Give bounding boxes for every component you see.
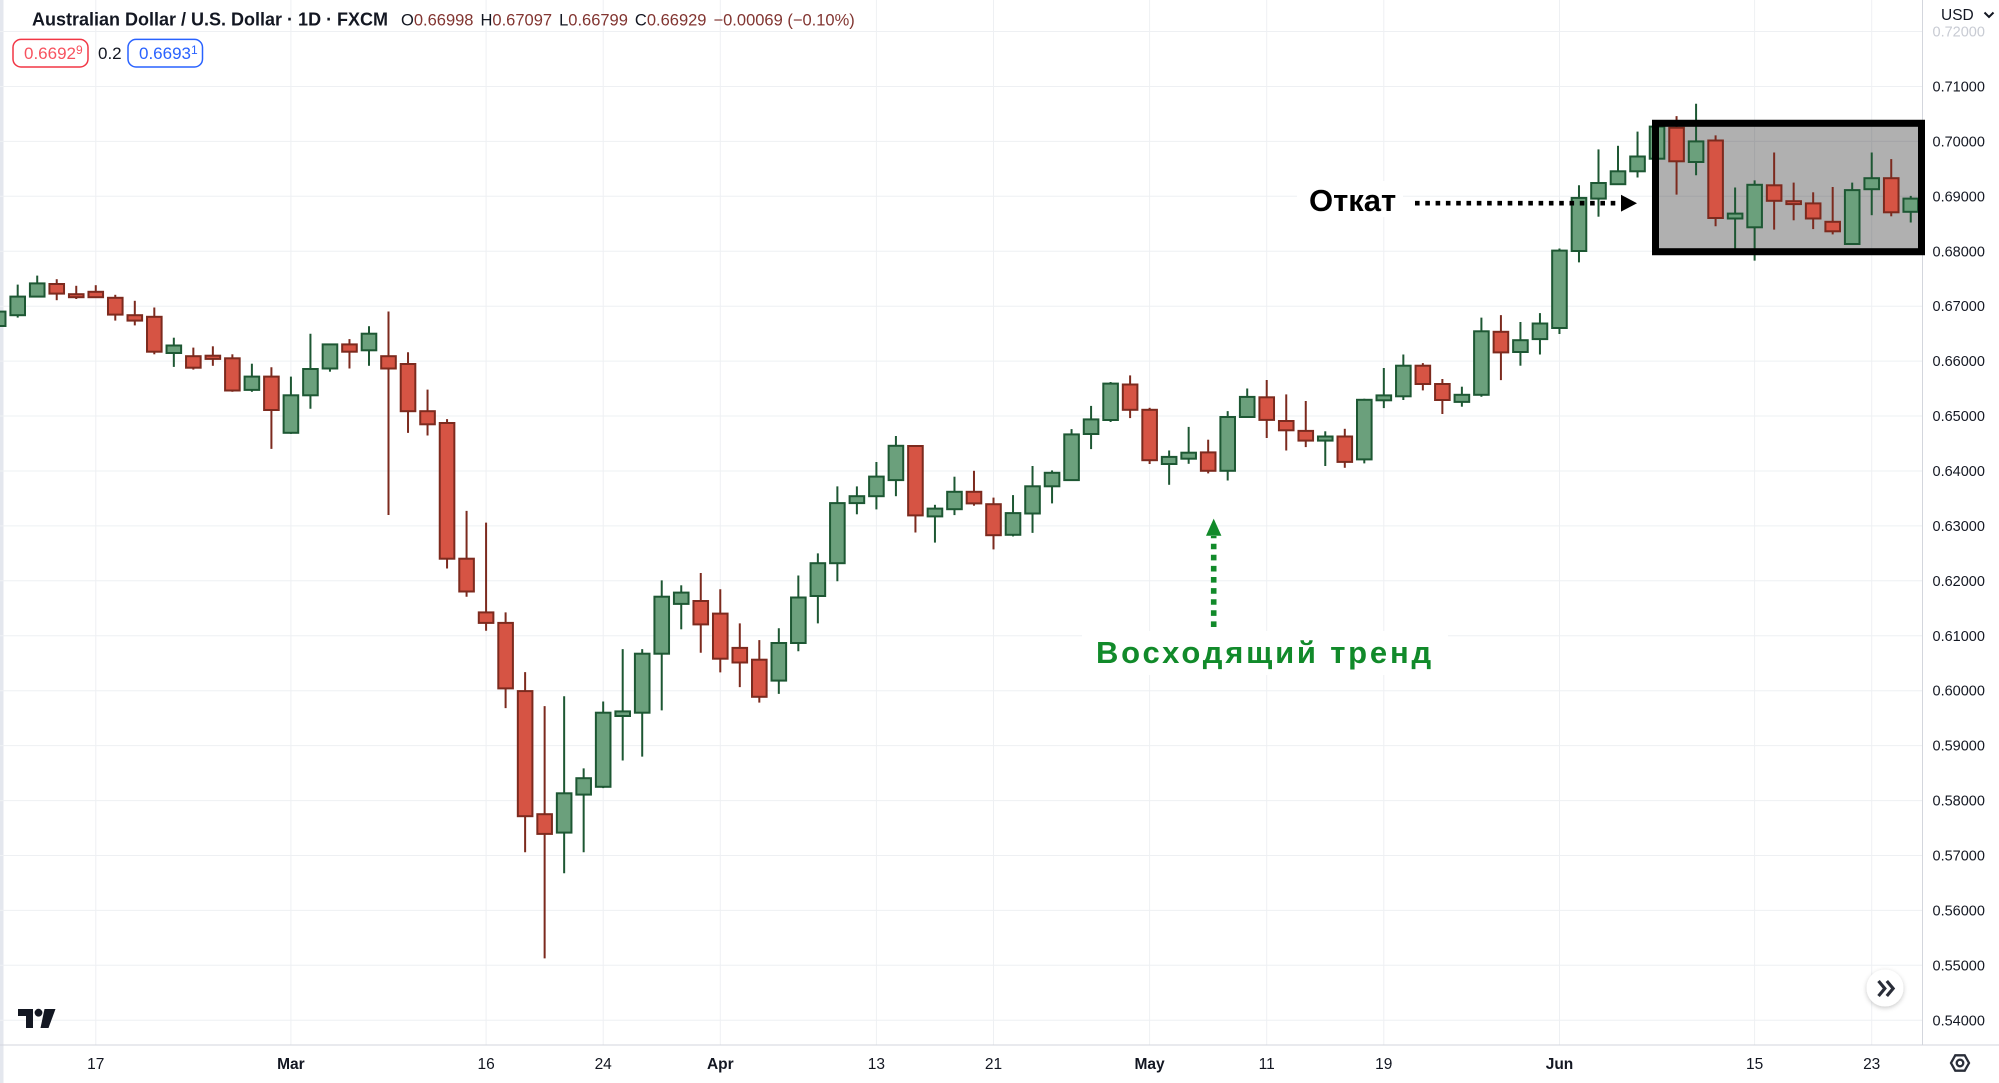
svg-text:17: 17 [87,1056,104,1073]
svg-text:13: 13 [868,1056,885,1073]
svg-text:Восходящий тренд: Восходящий тренд [1096,635,1434,670]
svg-text:0.72000: 0.72000 [1933,25,1985,41]
svg-text:0.56000: 0.56000 [1933,903,1985,919]
svg-text:Australian Dollar / U.S. Dolla: Australian Dollar / U.S. Dollar · 1D · F… [32,10,388,30]
svg-text:16: 16 [477,1056,494,1073]
svg-text:Откат: Откат [1309,183,1396,218]
svg-text:15: 15 [1746,1056,1763,1073]
svg-text:0.58000: 0.58000 [1933,794,1985,810]
svg-text:0.64000: 0.64000 [1933,464,1985,480]
svg-text:0.66000: 0.66000 [1933,354,1985,370]
svg-text:0.66931: 0.66931 [139,43,198,63]
svg-text:Mar: Mar [277,1056,305,1073]
svg-text:0.55000: 0.55000 [1933,958,1985,974]
svg-text:0.68000: 0.68000 [1933,244,1985,260]
svg-text:0.71000: 0.71000 [1933,80,1985,96]
svg-text:0.60000: 0.60000 [1933,684,1985,700]
svg-text:23: 23 [1863,1056,1880,1073]
svg-text:Apr: Apr [707,1056,734,1073]
svg-text:0.61000: 0.61000 [1933,629,1985,645]
svg-text:0.69000: 0.69000 [1933,189,1985,205]
svg-text:0.62000: 0.62000 [1933,574,1985,590]
svg-text:0.57000: 0.57000 [1933,849,1985,865]
svg-text:11: 11 [1259,1056,1275,1073]
svg-text:0.70000: 0.70000 [1933,134,1985,150]
svg-text:0.59000: 0.59000 [1933,739,1985,755]
svg-text:0.63000: 0.63000 [1933,519,1985,535]
svg-text:0.54000: 0.54000 [1933,1013,1985,1029]
svg-text:0.66929: 0.66929 [24,43,83,63]
svg-text:0.67000: 0.67000 [1933,299,1985,315]
svg-text:21: 21 [985,1056,1002,1073]
svg-text:19: 19 [1375,1056,1392,1073]
svg-text:24: 24 [595,1056,613,1073]
svg-text:USD: USD [1941,7,1974,24]
svg-text:May: May [1135,1056,1166,1073]
svg-text:0.2: 0.2 [98,44,122,63]
svg-text:0.65000: 0.65000 [1933,409,1985,425]
svg-text:Jun: Jun [1546,1056,1574,1073]
